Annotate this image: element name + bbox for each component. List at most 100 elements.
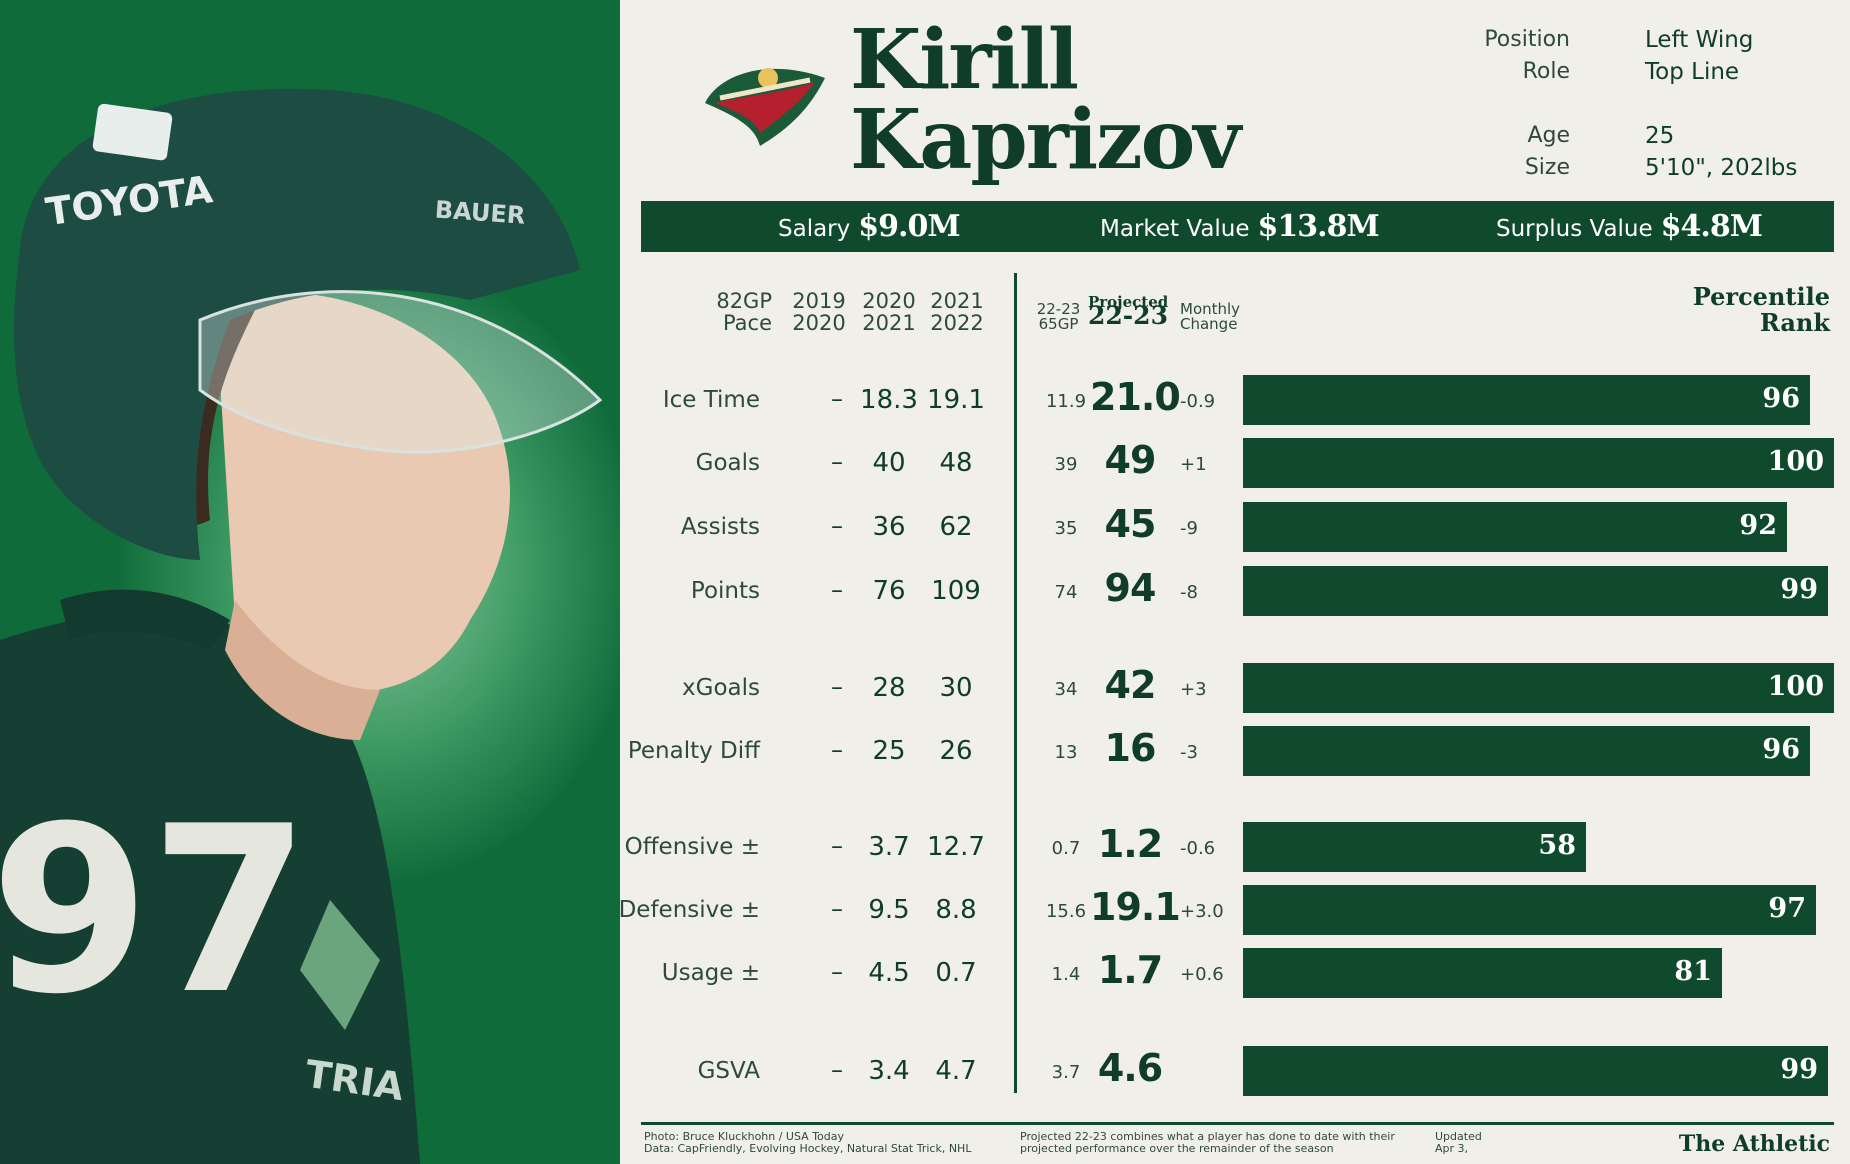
table-row: Ice Time –18.3 19.1 11.9 21.0 -0.9 96 <box>0 375 1850 425</box>
season-2021-2022-value: 4.7 <box>935 1056 977 1086</box>
header-y3-line1: 2021 <box>930 289 984 313</box>
season-2021-2022-value: 109 <box>931 576 981 606</box>
projected-value: 19.1 <box>1090 885 1181 929</box>
updated-date: Apr 3, <box>1435 1142 1469 1155</box>
header-2020-2021: 2020 2021 <box>859 290 919 334</box>
role-value: Top Line <box>1645 59 1740 85</box>
projected-value: 4.6 <box>1097 1046 1163 1090</box>
percentile-bar: 96 <box>1243 726 1810 776</box>
stat-label: xGoals <box>682 675 760 701</box>
pace-65gp-value: 15.6 <box>1045 901 1087 922</box>
percentile-bar: 81 <box>1243 948 1722 998</box>
market-value-value: $13.8M <box>1257 209 1380 244</box>
pace-65gp-value: 13 <box>1054 742 1078 763</box>
header-projected-year: 22-23 <box>1088 301 1168 330</box>
pace-65gp-value: 74 <box>1054 582 1078 603</box>
stat-label: Points <box>690 578 760 604</box>
projected-value: 45 <box>1104 502 1157 546</box>
season-2021-2022-value: 30 <box>939 673 973 703</box>
age-value: 25 <box>1645 123 1675 149</box>
season-2020-2021-value: 76 <box>872 576 906 606</box>
percentile-bar: 99 <box>1243 566 1828 616</box>
percentile-bar: 99 <box>1243 1046 1828 1096</box>
table-row: Penalty Diff – 25 26 13 16 -3 96 <box>0 726 1850 776</box>
position-label: Position <box>1484 27 1570 52</box>
season-2020-2021-value: 3.4 <box>868 1056 910 1086</box>
projected-value: 16 <box>1104 726 1157 770</box>
monthly-change-value: +1 <box>1180 454 1207 475</box>
stat-label: Goals <box>695 450 760 476</box>
header-y1-line1: 2019 <box>792 289 846 313</box>
player-name: Kirill Kaprizov <box>850 12 1241 181</box>
pace-65gp-value: 0.7 <box>1051 838 1081 859</box>
column-divider <box>1014 273 1017 1093</box>
season-2020-2021-value: 3.7 <box>868 832 910 862</box>
size-label: Size <box>1524 155 1570 180</box>
header-projected: Projected <box>1088 293 1169 311</box>
photo-credit: Photo: Bruce Kluckhohn / USA Today <box>644 1130 845 1143</box>
jersey-number: 97 <box>0 778 310 1045</box>
pace-value: – <box>831 1056 843 1084</box>
season-2020-2021-value: 9.5 <box>868 895 910 925</box>
monthly-change-value: -9 <box>1180 518 1198 539</box>
updated-label: Updated <box>1435 1130 1482 1143</box>
percentile-value: 96 <box>1762 734 1800 765</box>
stat-label: Defensive ± <box>618 897 760 923</box>
season-2021-2022-value: 26 <box>939 736 973 766</box>
percentile-value: 99 <box>1780 574 1818 605</box>
season-2021-2022-value: 48 <box>939 448 973 478</box>
pace-65gp-value: 39 <box>1054 454 1078 475</box>
header-pct-line1: Percentile <box>1692 282 1830 311</box>
percentile-value: 58 <box>1538 830 1576 861</box>
pace-value: – <box>831 512 843 540</box>
position-value: Left Wing <box>1645 27 1754 53</box>
monthly-change-value: -3 <box>1180 742 1198 763</box>
stat-label: Ice Time <box>662 387 760 413</box>
header-pace-line1: 82GP <box>716 289 772 313</box>
stat-label: Usage ± <box>661 960 760 986</box>
footer-credits: Photo: Bruce Kluckhohn / USA Today Data:… <box>644 1131 971 1155</box>
table-row: Points – 76 109 74 94 -8 99 <box>0 566 1850 616</box>
market-value-label: Market Value <box>1100 216 1250 242</box>
pace-value: – <box>831 958 843 986</box>
monthly-change-value: -0.9 <box>1180 391 1216 412</box>
wild-logo-icon <box>705 68 825 146</box>
header-65gp: 22-23 65GP <box>1036 302 1081 332</box>
stat-label: GSVA <box>697 1058 760 1084</box>
market-value-item: Market Value $13.8M <box>1100 201 1380 252</box>
table-row: Offensive ± –3.7 12.7 0.7 1.2 -0.6 58 <box>0 822 1850 872</box>
header-percentile-rank: Percentile Rank <box>1693 284 1830 336</box>
percentile-value: 81 <box>1674 956 1712 987</box>
season-2021-2022-value: 19.1 <box>927 385 985 415</box>
header-65gp-line1: 22-23 <box>1036 300 1081 318</box>
monthly-change-value: -8 <box>1180 582 1198 603</box>
salary-label: Salary <box>778 216 851 242</box>
contract-bar: Salary $9.0M Market Value $13.8M Surplus V… <box>641 201 1834 252</box>
season-2020-2021-value: 36 <box>872 512 906 542</box>
projection-note-line2: projected performance over the remainder… <box>1020 1142 1334 1155</box>
season-2021-2022-value: 0.7 <box>935 958 977 988</box>
pace-65gp-value: 3.7 <box>1051 1062 1081 1083</box>
percentile-bar: 58 <box>1243 822 1586 872</box>
monthly-change-value: +3 <box>1180 679 1207 700</box>
player-first-name: Kirill <box>850 12 1079 108</box>
player-photo: TOYOTA BAUER 97 TRIA <box>0 0 620 1164</box>
monthly-change-value: +0.6 <box>1180 964 1224 985</box>
projection-note-line1: Projected 22-23 combines what a player h… <box>1020 1130 1395 1143</box>
table-row: Assists – 36 62 35 45 -9 92 <box>0 502 1850 552</box>
percentile-bar: 100 <box>1243 663 1834 713</box>
surplus-value-value: $4.8M <box>1660 209 1763 244</box>
pace-value: – <box>831 895 843 923</box>
percentile-value: 100 <box>1767 446 1824 477</box>
pace-value: – <box>831 576 843 604</box>
header-pace-line2: Pace <box>722 311 772 335</box>
projected-value: 49 <box>1104 438 1157 482</box>
salary-value: $9.0M <box>858 209 960 244</box>
season-2020-2021-value: 18.3 <box>860 385 918 415</box>
role-label: Role <box>1522 59 1570 84</box>
season-2021-2022-value: 62 <box>939 512 973 542</box>
season-2021-2022-value: 8.8 <box>935 895 977 925</box>
percentile-bar: 97 <box>1243 885 1816 935</box>
pace-value: – <box>831 448 843 476</box>
percentile-bar: 96 <box>1243 375 1810 425</box>
